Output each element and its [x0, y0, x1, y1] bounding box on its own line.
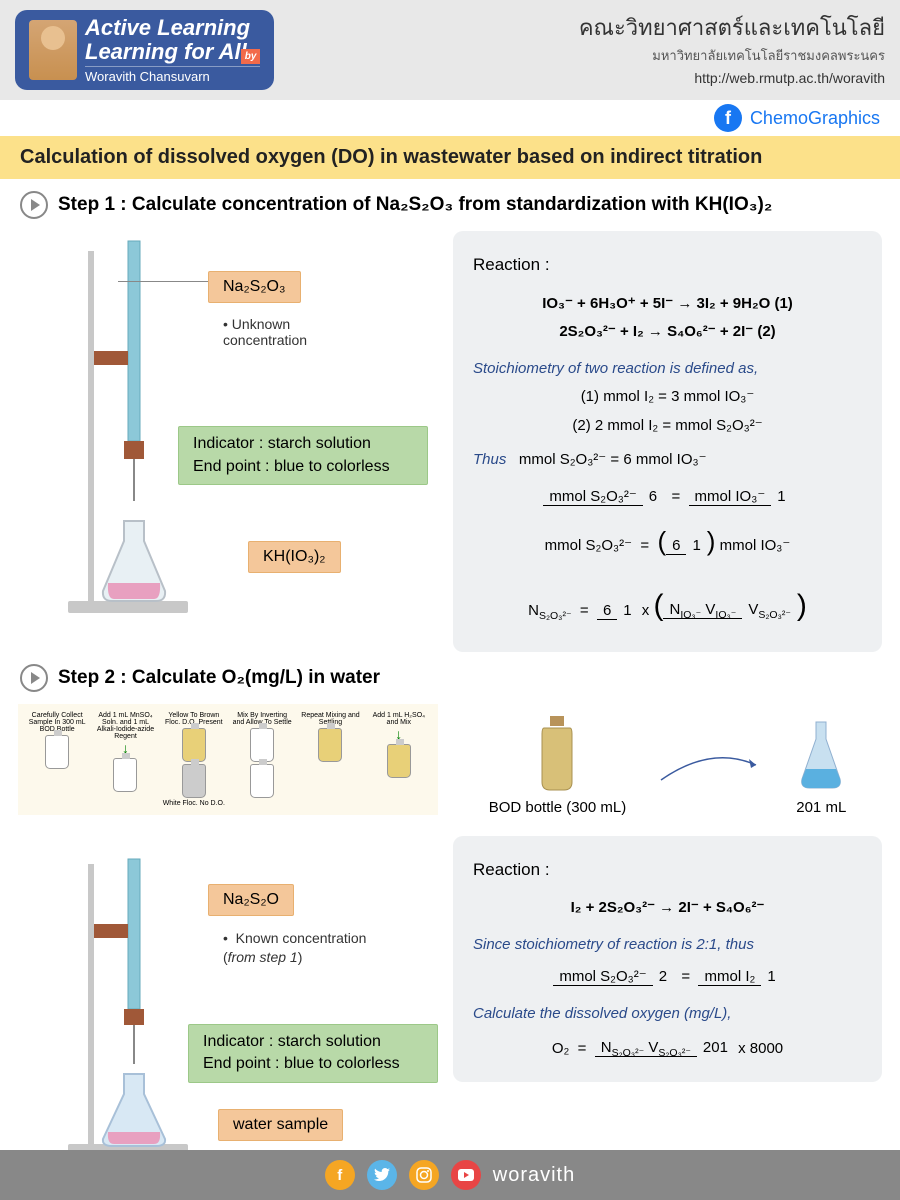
author-name: Woravith Chansuvarn: [85, 66, 260, 84]
footer-handle: woravith: [493, 1164, 575, 1187]
stoich-text-2: Since stoichiometry of reaction is 2:1, …: [473, 931, 862, 960]
fraction-eq-3: mmol S₂O₃²⁻2 = mmol I₂1: [473, 963, 862, 992]
institution-block: คณะวิทยาศาสตร์และเทคโนโลยี มหาวิทยาลัยเท…: [579, 10, 885, 86]
faculty-name: คณะวิทยาศาสตร์และเทคโนโลยี: [579, 10, 885, 45]
arrow-icon: [656, 740, 766, 790]
reaction-title-1: Reaction :: [473, 249, 862, 281]
url-text: http://web.rmutp.ac.th/woravith: [579, 70, 885, 86]
reagent-tag-1: Na₂S₂O₃: [208, 271, 301, 303]
stoich-text: Stoichiometry of two reaction is defined…: [473, 355, 862, 384]
reagent-tag-3: Na₂S₂O: [208, 884, 294, 916]
step1-heading: Step 1 : Calculate concentration of Na₂S…: [58, 194, 772, 216]
reagent-tag-2: KH(IO₃)₂: [248, 541, 341, 573]
play-icon: [20, 191, 48, 219]
fraction-eq-1: mmol S₂O₃²⁻6 = mmol IO₃⁻1: [473, 483, 862, 512]
step2-diagram: Carefully Collect Sample In 300 mL BOD B…: [18, 704, 438, 1164]
bod-bottle-icon: [532, 714, 582, 794]
social-row: f ChemoGraphics: [0, 100, 900, 136]
header: Active Learning Learning for Allby Worav…: [0, 0, 900, 100]
social-label: ChemoGraphics: [750, 108, 880, 129]
step2-reaction-box: Reaction : I₂ + 2S₂O₃²⁻ → 2I⁻ + S₄O₆²⁻ S…: [453, 836, 882, 1082]
footer: f woravith: [0, 1150, 900, 1200]
equation-1: IO₃⁻ + 6H₃O⁺ + 5I⁻ → 3I₂ + 9H₂O (1): [473, 290, 862, 319]
brand-title-1: Active Learning: [85, 16, 260, 40]
procedure-diagram: Carefully Collect Sample In 300 mL BOD B…: [18, 704, 438, 815]
calc-text: Calculate the dissolved oxygen (mg/L),: [473, 1000, 862, 1029]
author-photo: [29, 20, 77, 80]
university-name: มหาวิทยาลัยเทคโนโลยีราชมงคลพระนคร: [579, 45, 885, 66]
step1-reaction-box: Reaction : IO₃⁻ + 6H₃O⁺ + 5I⁻ → 3I₂ + 9H…: [453, 231, 882, 651]
equation-3: I₂ + 2S₂O₃²⁻ → 2I⁻ + S₄O₆²⁻: [473, 894, 862, 923]
bod-diagram: BOD bottle (300 mL) 201 mL: [453, 704, 882, 826]
step2-note: • Known concentration (from step 1): [223, 929, 383, 968]
play-icon-2: [20, 664, 48, 692]
facebook-icon[interactable]: f: [714, 104, 742, 132]
step2-heading: Step 2 : Calculate O₂(mg/L) in water: [58, 667, 380, 689]
twitter-icon[interactable]: [367, 1160, 397, 1190]
final-eq-1: NS₂O₃²⁻ = 61 x (NIO₃⁻ VIO₃⁻VS₂O₃²⁻): [473, 577, 862, 634]
sample-tag: water sample: [218, 1109, 343, 1141]
brand-badge: Active Learning Learning for Allby Worav…: [15, 10, 274, 90]
page-title: Calculation of dissolved oxygen (DO) in …: [0, 136, 900, 179]
instagram-icon[interactable]: [409, 1160, 439, 1190]
youtube-icon[interactable]: [451, 1160, 481, 1190]
stoich-1: (1) mmol I₂ = 3 mmol IO₃⁻: [473, 383, 862, 412]
stoich-2: (2) 2 mmol I₂ = mmol S₂O₃²⁻: [473, 412, 862, 441]
facebook-icon-footer[interactable]: f: [325, 1160, 355, 1190]
step1-diagram: Na₂S₂O₃ • Unknown concentration Indicato…: [18, 231, 438, 641]
brand-title-2: Learning for Allby: [85, 40, 260, 64]
final-eq-2: O₂ = NS₂O₃²⁻ VS₂O₃²⁻201 x 8000: [473, 1034, 862, 1064]
step1-header: Step 1 : Calculate concentration of Na₂S…: [0, 179, 900, 231]
fraction-eq-2: mmol S₂O₃²⁻ = (61) mmol IO₃⁻: [473, 517, 862, 566]
flask-icon: [796, 714, 846, 794]
step2-header: Step 2 : Calculate O₂(mg/L) in water: [0, 652, 900, 704]
equation-2: 2S₂O₃²⁻ + I₂ → S₄O₆²⁻ + 2I⁻ (2): [473, 318, 862, 347]
indicator-tag-1: Indicator : starch solution End point : …: [178, 426, 428, 485]
step1-note: • Unknown concentration: [223, 316, 373, 348]
indicator-tag-2: Indicator : starch solution End point : …: [188, 1024, 438, 1083]
titration-apparatus-icon-2: [58, 854, 218, 1164]
reaction-title-2: Reaction :: [473, 854, 862, 886]
